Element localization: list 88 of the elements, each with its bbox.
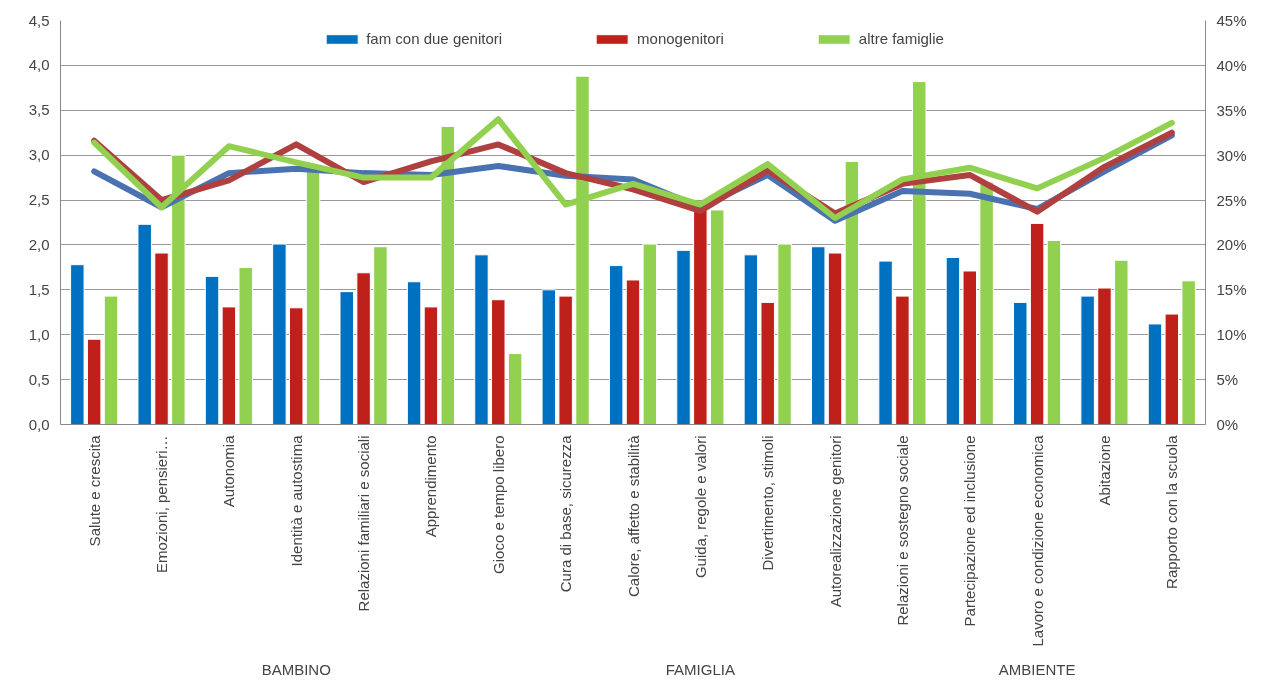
legend-label: fam con due genitori [366,30,503,47]
bar [962,270,977,425]
bar [406,281,422,425]
bar [356,272,371,425]
bar [541,289,557,425]
bar [625,279,641,425]
x-tick-label: Relazioni e sostegno sociale [893,435,911,626]
y2-tick-label: 30% [1216,146,1247,164]
y-tick-label: 2,0 [28,235,50,253]
x-tick-label: Calore, affetto e stabilità [624,434,642,597]
x-tick-label: Abitazione [1095,435,1113,506]
bar [642,243,658,425]
y2-tick-label: 10% [1216,326,1247,344]
bar [86,338,102,425]
y-tick-label: 4,0 [28,56,50,74]
bar [1181,280,1196,425]
y2-tick-label: 5% [1216,371,1239,389]
x-tick-label: Lavoro e condizione economica [1028,434,1046,647]
y-tick-label: 4,5 [28,11,50,29]
bar [676,249,691,425]
bar [878,260,893,425]
y2-tick-label: 25% [1216,191,1247,209]
bar [1147,323,1163,425]
x-tick-label: Salute e crescita [85,434,103,547]
bar [204,275,220,425]
y-tick-label: 3,0 [28,146,50,164]
x-tick-label: Relazioni familiari e sociali [355,435,373,612]
bar [289,307,304,425]
bar [777,243,792,425]
bar [693,208,708,425]
y-tick-label: 1,0 [28,325,50,343]
x-tick-label: Autonomia [220,434,238,508]
x-tick-label: Identità e autostima [287,434,305,567]
y-tick-label: 2,5 [28,191,50,209]
x-tick-label: Cura di base, sicurezza [557,434,575,593]
x-tick-label: Divertimento, stimoli [759,435,777,571]
y-tick-label: 1,5 [28,280,50,298]
bar [272,243,287,425]
bar [1080,295,1095,425]
text: FAMIGLIA [665,660,735,678]
bar [979,181,994,425]
y-tick-label: 3,5 [28,101,50,119]
y2-tick-label: 0% [1216,416,1239,433]
bar [709,209,725,425]
x-tick-label: Gioco e tempo libero [489,435,507,574]
bar [895,295,910,425]
bar [423,306,439,425]
y2-tick-label: 35% [1216,101,1247,119]
bar [1046,239,1062,425]
bar [810,246,826,425]
bar [1114,259,1129,425]
bar [1029,222,1045,425]
text: BAMBINO [261,660,331,678]
bar [137,223,152,425]
y2-tick-label: 20% [1216,236,1247,254]
x-tick-label: Autorealizzazione genitori [826,435,844,608]
bar [339,291,354,425]
y2-tick-label: 45% [1216,12,1247,29]
bar [1164,313,1180,425]
x-tick-label: Emozioni, pensieri… [153,435,171,574]
bar [608,265,624,425]
x-tick-label: Guida, regole e valori [691,435,709,579]
x-tick-label: Apprendimento [422,435,440,538]
bar [1097,287,1112,425]
bar [70,264,85,425]
y-tick-label: 0,5 [28,370,50,388]
bar [491,299,506,425]
bar [373,246,388,425]
bar [558,295,573,425]
x-tick-label: Rapporto con la scuola [1163,434,1181,589]
bar [103,295,119,425]
legend-label: monogenitori [637,30,724,47]
bar [945,257,961,425]
y-tick-label: 0,0 [28,415,50,433]
y2-tick-label: 40% [1216,56,1247,74]
legend-label: altre famiglie [858,30,944,47]
x-tick-label: Partecipazione ed inclusione [961,435,979,627]
bar [154,252,169,425]
y2-tick-label: 15% [1216,281,1247,299]
bar [827,252,843,425]
text: AMBIENTE [998,660,1076,678]
bar [760,301,775,425]
bar [221,306,237,425]
bar [238,266,253,425]
bar [507,353,523,425]
bar [474,254,489,425]
bar [743,254,759,425]
bar [1013,301,1028,425]
